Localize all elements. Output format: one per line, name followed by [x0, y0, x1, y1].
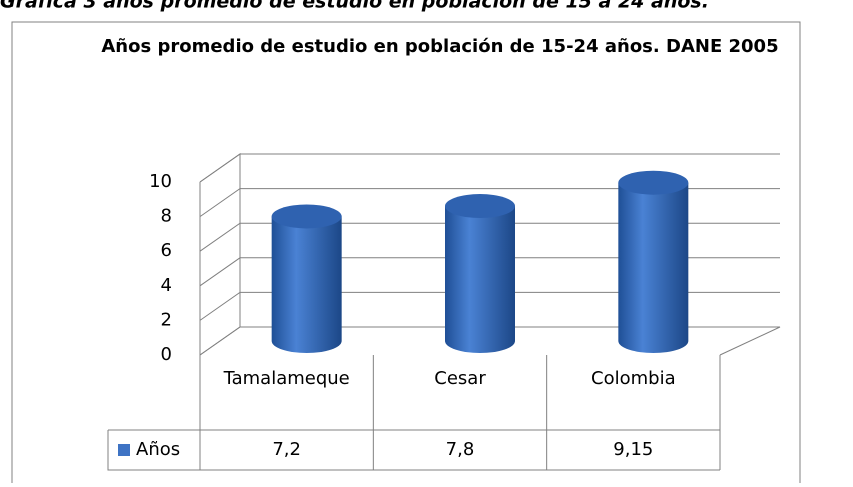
grid-line — [199, 188, 780, 218]
bar-top — [618, 170, 689, 195]
grid-line — [199, 153, 780, 183]
grid-line — [199, 257, 780, 287]
caption: Gráfica 3 años promedio de estudio en po… — [0, 0, 709, 13]
chart-title: Años promedio de estudio en población de… — [101, 36, 779, 57]
grid-line — [199, 222, 780, 252]
bar — [618, 182, 689, 353]
bar — [271, 216, 342, 353]
y-tick-label: 2 — [161, 309, 172, 330]
legend-label: Años — [136, 439, 180, 460]
title-box: Años promedio de estudio en población de… — [101, 36, 779, 57]
y-tick-label: 8 — [161, 206, 172, 227]
grid-line — [199, 291, 780, 321]
x-tick-label: Cesar — [434, 368, 486, 389]
y-tick-label: 10 — [149, 171, 172, 192]
table-lines — [107, 355, 721, 471]
grid-line — [199, 326, 780, 356]
y-tick-label: 0 — [161, 344, 172, 365]
bar-top — [271, 204, 342, 229]
y-tick-label: 4 — [161, 275, 172, 296]
bar — [445, 206, 515, 353]
x-category-box: Cesar — [434, 368, 486, 389]
bar-top — [445, 194, 515, 219]
x-tick-label: Tamalameque — [223, 368, 350, 389]
x-category-box: Colombia — [591, 368, 676, 389]
data-table-value: 7,2 — [272, 439, 301, 460]
legend-swatch — [118, 444, 130, 456]
x-category-box: Tamalameque — [223, 368, 350, 389]
y-tick-label: 6 — [161, 240, 172, 261]
data-table-value: 7,8 — [446, 439, 475, 460]
x-tick-label: Colombia — [591, 368, 676, 389]
data-table-value: 9,15 — [613, 439, 653, 460]
